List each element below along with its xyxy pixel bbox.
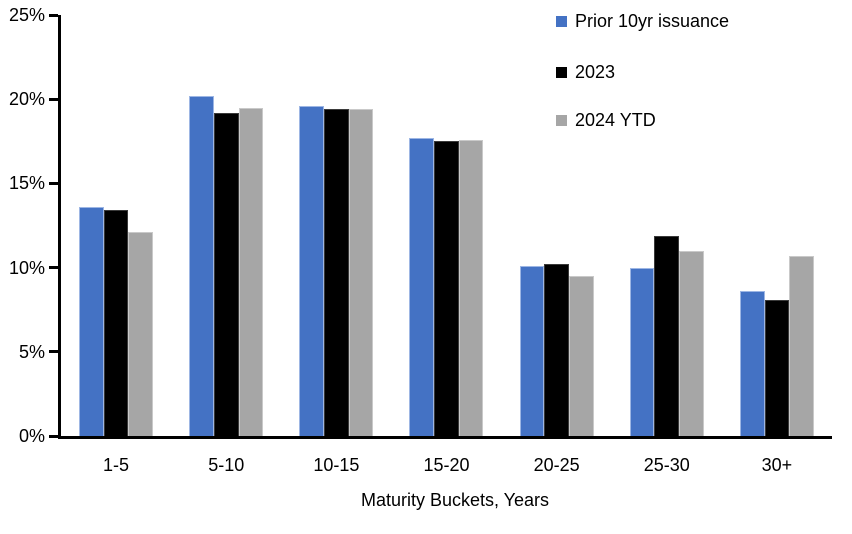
bar <box>654 235 680 436</box>
bar <box>434 141 459 436</box>
legend-item: Prior 10yr issuance <box>556 10 729 32</box>
legend-swatch-icon <box>556 15 567 27</box>
y-axis-tick <box>49 434 58 438</box>
y-axis-tick <box>49 13 58 17</box>
plot-area <box>58 15 832 439</box>
bar <box>409 137 435 436</box>
bar <box>189 95 214 436</box>
x-axis-label: 5-10 <box>208 455 245 475</box>
x-axis-label: 20-25 <box>533 455 580 475</box>
bar <box>458 139 484 436</box>
bar <box>629 267 655 436</box>
legend-swatch-icon <box>556 66 567 78</box>
y-axis-tick <box>49 181 58 185</box>
bar <box>764 299 790 436</box>
y-axis-tick <box>49 350 58 354</box>
bar <box>299 105 324 436</box>
bar <box>679 250 704 436</box>
bar <box>568 276 594 436</box>
legend-label: 2024 YTD <box>575 110 656 130</box>
bar <box>544 264 569 436</box>
bar <box>103 210 129 436</box>
x-axis-label: 15-20 <box>423 455 470 475</box>
bar <box>348 109 374 436</box>
y-axis-label: 25% <box>8 5 45 25</box>
x-axis-label: 25-30 <box>643 455 690 475</box>
x-axis-label: 1-5 <box>103 455 130 475</box>
bar <box>238 107 264 436</box>
x-axis-title: Maturity Buckets, Years <box>360 490 550 510</box>
bar <box>213 112 239 436</box>
y-axis-label: 10% <box>8 257 45 278</box>
bar <box>739 291 765 436</box>
bar <box>324 109 349 436</box>
y-axis-label: 20% <box>8 89 45 110</box>
legend-item: 2024 YTD <box>556 109 656 131</box>
y-axis-label: 5% <box>18 341 45 362</box>
x-axis-label: 30+ <box>761 455 793 475</box>
x-axis-label: 10-15 <box>313 455 360 475</box>
bar <box>789 255 814 436</box>
y-axis-label: 15% <box>8 173 45 194</box>
y-axis-tick <box>49 97 58 101</box>
bar <box>79 206 104 436</box>
y-axis-tick <box>49 266 58 270</box>
bar <box>519 265 545 436</box>
bar <box>128 232 154 436</box>
y-axis-label: 0% <box>18 426 45 446</box>
legend-label: Prior 10yr issuance <box>575 11 730 31</box>
legend-swatch-icon <box>556 114 567 126</box>
legend-label: 2023 <box>575 62 616 82</box>
legend-item: 2023 <box>556 61 615 83</box>
